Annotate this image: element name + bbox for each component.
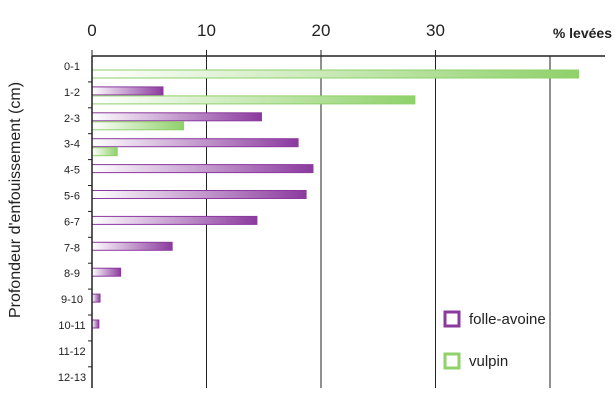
legend-label-vulpin: vulpin: [469, 353, 508, 370]
bar-folle-avoine: [91, 319, 100, 329]
category-label: 6-7: [64, 216, 80, 228]
bar-folle-avoine: [91, 215, 258, 225]
bar-folle-avoine: [91, 293, 101, 303]
category-label: 11-12: [58, 346, 85, 358]
category-label: 10-11: [58, 320, 85, 332]
category-label: 2-3: [64, 113, 80, 125]
legend: folle-avoine vulpin: [443, 310, 546, 370]
category-label: 12-13: [58, 372, 86, 384]
category-label: 7-8: [64, 242, 80, 254]
x-tick-label: 10: [197, 21, 216, 40]
y-axis-label: Profondeur d'enfouissement (cm): [7, 82, 24, 318]
x-tick-label: 20: [312, 21, 331, 40]
bar-vulpin: [91, 121, 185, 131]
bar-folle-avoine: [91, 112, 262, 122]
category-label: 5-6: [64, 191, 80, 203]
bar-folle-avoine: [91, 190, 307, 199]
bar-folle-avoine: [91, 138, 299, 148]
bar-folle-avoine: [91, 164, 314, 174]
bar-folle-avoine: [91, 86, 164, 96]
category-label: 8-9: [64, 268, 80, 280]
legend-swatch-folle-avoine: [443, 310, 461, 328]
bar-vulpin: [91, 95, 416, 105]
bar-vulpin: [91, 69, 580, 79]
x-axis-label: % levées: [553, 25, 612, 41]
category-label: 9-10: [61, 294, 83, 306]
category-label: 4-5: [64, 165, 80, 177]
legend-swatch-vulpin: [443, 352, 461, 370]
bar-folle-avoine: [91, 241, 173, 251]
bar-folle-avoine: [91, 267, 122, 277]
x-tick-label: 0: [87, 21, 96, 40]
category-label: 0-1: [64, 61, 80, 73]
x-tick-label: 30: [426, 21, 445, 40]
legend-label-folle-avoine: folle-avoine: [469, 311, 546, 328]
bar-vulpin: [91, 147, 118, 157]
category-label: 1-2: [64, 87, 80, 99]
category-label: 3-4: [64, 139, 80, 151]
